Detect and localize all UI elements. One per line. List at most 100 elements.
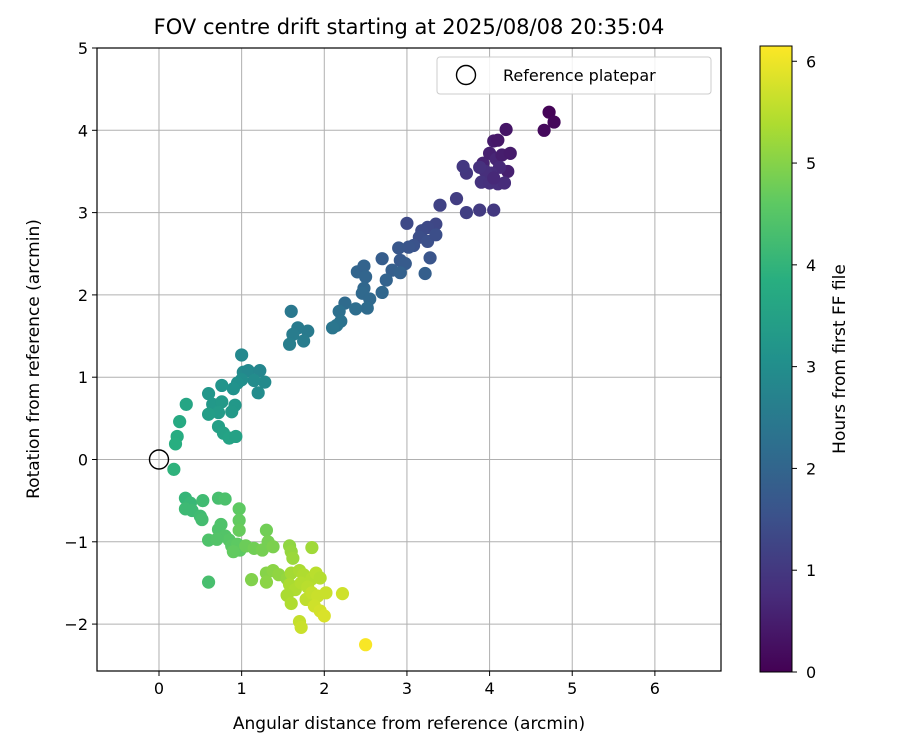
data-point bbox=[547, 115, 561, 129]
data-point bbox=[247, 373, 261, 388]
data-points bbox=[167, 105, 561, 652]
data-point bbox=[401, 240, 416, 254]
data-point bbox=[360, 301, 374, 315]
y-tick-label: −2 bbox=[64, 615, 88, 634]
data-point bbox=[179, 397, 193, 411]
data-point bbox=[201, 387, 216, 401]
data-point bbox=[335, 587, 350, 601]
data-point bbox=[433, 198, 447, 212]
legend-marker bbox=[455, 64, 477, 86]
data-point bbox=[253, 364, 267, 378]
data-point bbox=[393, 266, 407, 280]
data-point bbox=[284, 596, 298, 611]
data-point bbox=[423, 251, 437, 265]
data-point bbox=[201, 407, 216, 421]
data-point bbox=[392, 241, 406, 255]
colorbar-gradient bbox=[759, 45, 793, 673]
data-point bbox=[473, 203, 487, 217]
data-point bbox=[379, 273, 393, 287]
data-point bbox=[226, 382, 240, 396]
data-point bbox=[487, 171, 501, 185]
colorbar-tick-label: 2 bbox=[806, 459, 816, 478]
x-axis-ticks: 0 1 2 3 4 5 6 bbox=[154, 671, 660, 698]
x-tick-label: 6 bbox=[650, 679, 660, 698]
data-point bbox=[499, 122, 513, 137]
x-tick-label: 1 bbox=[237, 679, 247, 698]
colorbar-tick-label: 6 bbox=[806, 52, 816, 71]
legend: Reference platepar bbox=[436, 56, 712, 95]
reference-marker bbox=[148, 449, 170, 470]
data-point bbox=[301, 324, 315, 338]
data-point bbox=[167, 462, 181, 476]
y-tick-label: −1 bbox=[64, 533, 88, 552]
data-point bbox=[284, 304, 298, 318]
y-tick-label: 1 bbox=[78, 368, 88, 387]
data-point bbox=[317, 609, 331, 623]
data-point bbox=[282, 337, 297, 351]
data-point bbox=[225, 405, 239, 419]
data-point bbox=[232, 502, 246, 516]
data-point bbox=[168, 437, 183, 451]
y-tick-label: 5 bbox=[78, 39, 88, 58]
data-point bbox=[294, 620, 308, 634]
data-point bbox=[400, 216, 414, 230]
legend-label: Reference platepar bbox=[503, 66, 656, 85]
data-point bbox=[229, 429, 243, 444]
data-point bbox=[196, 494, 210, 508]
data-point bbox=[537, 123, 551, 137]
data-point bbox=[359, 638, 373, 652]
data-point bbox=[218, 492, 232, 506]
data-point bbox=[244, 573, 259, 587]
data-point bbox=[241, 364, 255, 378]
data-point bbox=[305, 540, 319, 555]
data-point bbox=[232, 523, 246, 537]
data-point bbox=[259, 575, 274, 589]
x-tick-label: 2 bbox=[319, 679, 329, 698]
data-point bbox=[195, 512, 209, 527]
legend-box bbox=[436, 56, 712, 95]
data-point bbox=[215, 378, 229, 393]
data-point bbox=[349, 302, 363, 316]
y-tick-label: 2 bbox=[78, 286, 88, 305]
colorbar-tick-label: 3 bbox=[806, 358, 816, 377]
colorbar-tick-label: 5 bbox=[806, 154, 816, 173]
x-axis-label: Angular distance from reference (arcmin) bbox=[233, 714, 585, 734]
x-tick-label: 3 bbox=[402, 679, 412, 698]
colorbar-tick-label: 1 bbox=[806, 561, 816, 580]
plot-frame bbox=[96, 47, 722, 672]
data-point bbox=[173, 415, 187, 429]
colorbar-tick-label: 0 bbox=[806, 663, 816, 682]
y-tick-label: 3 bbox=[78, 204, 88, 223]
reference-point bbox=[148, 449, 170, 470]
x-tick-label: 4 bbox=[484, 679, 494, 698]
data-point bbox=[251, 386, 265, 400]
colorbar: 0 1 2 3 4 5 6 Hours from first FF file bbox=[759, 45, 850, 682]
data-point bbox=[226, 545, 240, 559]
data-point bbox=[313, 571, 327, 585]
data-point bbox=[215, 395, 229, 409]
x-tick-label: 0 bbox=[154, 679, 164, 698]
data-point bbox=[319, 586, 333, 600]
data-point bbox=[259, 523, 274, 537]
colorbar-label: Hours from first FF file bbox=[830, 264, 850, 454]
data-point bbox=[449, 192, 464, 206]
y-axis-ticks: −2 −1 0 1 2 3 4 5 bbox=[64, 39, 97, 634]
y-tick-label: 4 bbox=[78, 121, 88, 140]
data-point bbox=[359, 270, 373, 284]
data-point bbox=[542, 105, 556, 119]
colorbar-ticks: 0 1 2 3 4 5 6 bbox=[792, 52, 816, 682]
data-point bbox=[456, 159, 470, 174]
data-point bbox=[325, 321, 340, 335]
data-point bbox=[210, 532, 224, 546]
data-point bbox=[487, 203, 501, 217]
data-point bbox=[286, 551, 300, 565]
colorbar-tick-label: 4 bbox=[806, 256, 816, 275]
y-axis-label: Rotation from reference (arcmin) bbox=[24, 219, 44, 499]
data-point bbox=[297, 334, 311, 348]
data-point bbox=[232, 513, 246, 527]
data-point bbox=[497, 176, 512, 190]
data-point bbox=[266, 540, 280, 554]
data-point bbox=[332, 304, 346, 318]
data-point bbox=[418, 266, 432, 281]
